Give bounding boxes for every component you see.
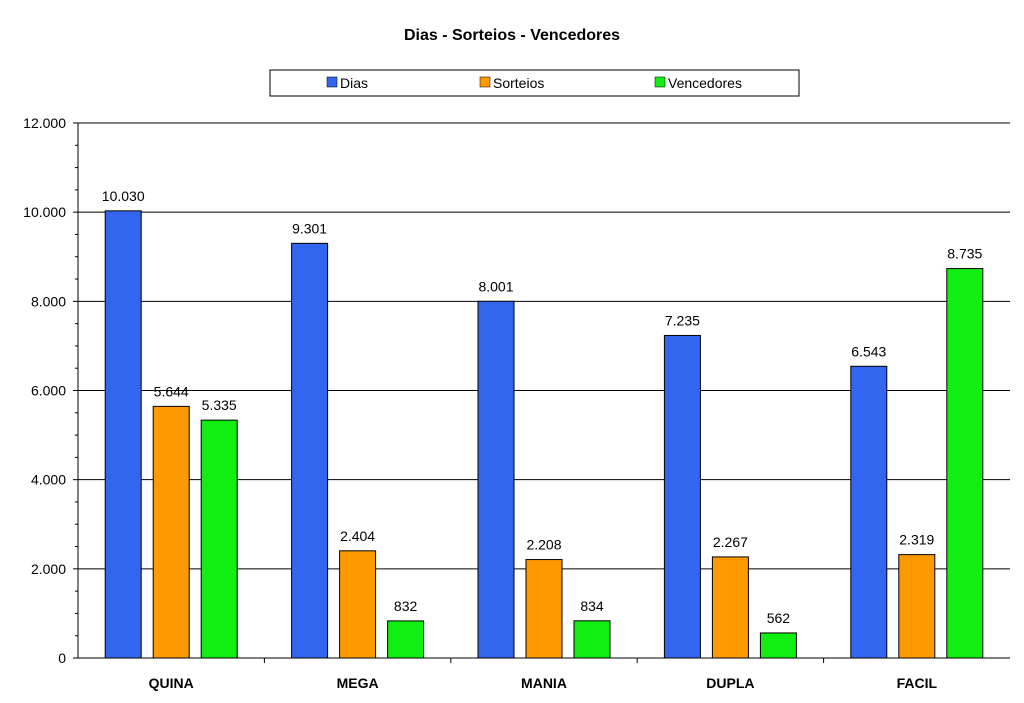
data-label: 834 bbox=[580, 598, 604, 614]
bar bbox=[525, 559, 563, 659]
data-label: 9.301 bbox=[292, 220, 327, 236]
data-label: 8.001 bbox=[478, 278, 513, 294]
x-tick-label: MEGA bbox=[337, 675, 379, 691]
y-tick-label: 2.000 bbox=[31, 561, 66, 577]
data-label: 2.404 bbox=[340, 528, 375, 544]
data-label: 2.208 bbox=[526, 537, 561, 553]
plot-area: 0 2.000 4.000 6.000 8.000 10.000 12.000 QUINA 10… bbox=[23, 115, 1010, 691]
x-tick-label: DUPLA bbox=[706, 675, 754, 691]
bar bbox=[477, 300, 515, 659]
data-label: 562 bbox=[767, 610, 791, 626]
data-label: 8.735 bbox=[947, 246, 982, 262]
bar bbox=[573, 620, 611, 659]
y-tick-label: 0 bbox=[58, 650, 66, 666]
bar bbox=[339, 550, 377, 659]
legend-label-dias: Dias bbox=[340, 75, 368, 91]
legend-box bbox=[269, 69, 800, 97]
legend-label-sorteios: Sorteios bbox=[493, 75, 544, 91]
bar bbox=[387, 620, 425, 659]
bar bbox=[946, 268, 984, 659]
bar bbox=[200, 419, 238, 659]
y-tick-label: 12.000 bbox=[23, 115, 66, 131]
data-label: 6.543 bbox=[851, 343, 886, 359]
data-label: 5.644 bbox=[154, 383, 189, 399]
legend-label-vencedores: Vencedores bbox=[668, 75, 742, 91]
data-label: 5.335 bbox=[202, 397, 237, 413]
bar bbox=[291, 242, 329, 659]
legend-swatch-vencedores bbox=[654, 76, 666, 88]
bar bbox=[104, 210, 142, 659]
bar bbox=[850, 365, 888, 659]
legend-swatch-sorteios bbox=[479, 76, 491, 88]
bar bbox=[152, 405, 190, 659]
y-tick-label: 10.000 bbox=[23, 204, 66, 220]
data-label: 2.267 bbox=[713, 534, 748, 550]
bar bbox=[711, 556, 749, 659]
x-tick-label: QUINA bbox=[149, 675, 194, 691]
legend: Dias Sorteios Vencedores bbox=[269, 69, 800, 97]
x-tick-label: FACIL bbox=[897, 675, 938, 691]
data-label: 832 bbox=[394, 598, 418, 614]
data-label: 10.030 bbox=[102, 188, 145, 204]
bar bbox=[759, 632, 797, 659]
bar bbox=[898, 554, 936, 659]
y-tick-label: 4.000 bbox=[31, 472, 66, 488]
x-tick-label: MANIA bbox=[521, 675, 567, 691]
bar bbox=[663, 334, 701, 659]
data-label: 2.319 bbox=[899, 532, 934, 548]
y-tick-label: 8.000 bbox=[31, 293, 66, 309]
y-tick-label: 6.000 bbox=[31, 383, 66, 399]
legend-swatch-dias bbox=[326, 76, 338, 88]
chart-title: Dias - Sorteios - Vencedores bbox=[404, 27, 620, 44]
data-label: 7.235 bbox=[665, 312, 700, 328]
